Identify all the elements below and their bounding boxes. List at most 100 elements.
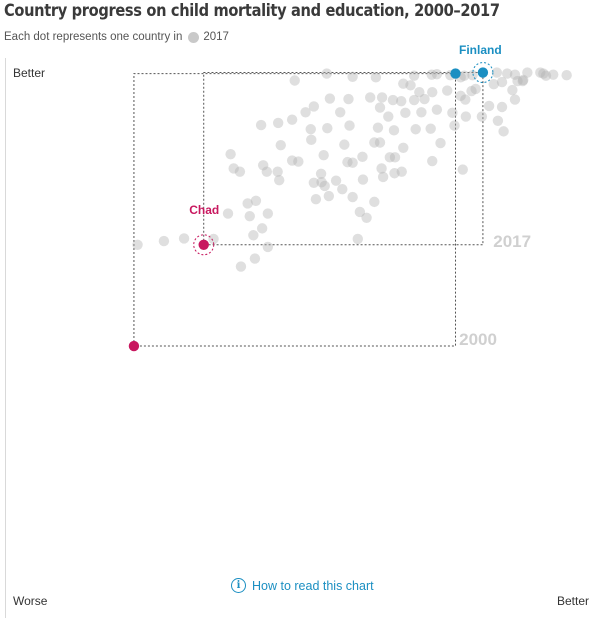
y-axis-bottom-label: Worse <box>13 594 48 608</box>
country-dot <box>398 142 409 154</box>
country-dot <box>488 79 499 90</box>
country-dot <box>498 126 509 137</box>
country-dot <box>476 111 488 122</box>
country-dots <box>132 67 572 272</box>
country-dot <box>460 94 471 105</box>
country-dot <box>509 69 521 80</box>
finland-2017-ring <box>472 62 494 84</box>
info-icon: i <box>231 578 246 593</box>
country-dot <box>398 78 409 89</box>
country-dot <box>387 94 399 106</box>
country-dot <box>256 223 268 234</box>
country-dot <box>369 196 380 208</box>
country-dot <box>535 67 546 78</box>
country-dot <box>491 67 503 78</box>
country-dot <box>343 93 354 105</box>
country-dot <box>502 68 513 79</box>
country-dot <box>459 70 470 81</box>
country-dot <box>376 92 388 103</box>
country-dot <box>376 163 387 174</box>
country-dot <box>384 152 396 163</box>
country-dot <box>377 171 389 183</box>
country-dot <box>365 92 376 103</box>
country-dot <box>293 156 304 167</box>
country-dot <box>512 75 523 87</box>
country-dot <box>255 119 267 131</box>
legend-label: 2017 <box>203 31 229 43</box>
country-dot <box>361 212 372 223</box>
country-dot <box>408 70 420 81</box>
country-dot <box>300 107 311 118</box>
country-dot <box>310 194 322 205</box>
highlight-points <box>128 62 494 352</box>
country-dot <box>208 233 219 245</box>
country-dot <box>374 102 386 113</box>
country-dot <box>426 69 437 80</box>
country-dot <box>435 137 446 149</box>
country-dot <box>289 75 300 86</box>
country-dot <box>308 177 320 188</box>
country-dot <box>305 124 316 135</box>
country-dot <box>354 206 366 218</box>
country-dot <box>286 114 298 125</box>
country-dot <box>158 235 170 247</box>
country-dot <box>344 120 355 131</box>
country-dot <box>319 180 330 192</box>
country-dot <box>321 68 332 79</box>
country-dot <box>561 70 572 81</box>
country-dot <box>242 198 253 209</box>
legend-dot-icon <box>188 31 200 43</box>
country-dot <box>132 239 143 250</box>
country-dot <box>178 233 190 244</box>
country-dot <box>389 152 401 163</box>
country-dot <box>400 107 411 119</box>
country-dot <box>383 111 394 122</box>
country-dot <box>425 123 436 134</box>
country-dot <box>370 72 382 83</box>
country-dot <box>274 174 285 186</box>
country-dot <box>522 67 533 78</box>
country-dot <box>322 123 333 134</box>
finland-label: Finland <box>459 43 502 57</box>
country-dot <box>408 94 420 106</box>
country-dot <box>416 107 427 118</box>
country-dot <box>272 117 284 129</box>
country-dot <box>396 166 407 177</box>
country-dot <box>315 168 327 179</box>
country-dot <box>248 230 259 241</box>
chart-subtitle: Each dot represents one country in 2017 <box>4 31 229 43</box>
how-to-read-link[interactable]: i How to read this chart <box>231 578 374 593</box>
country-dot <box>470 83 481 95</box>
country-dot <box>466 85 477 97</box>
country-dot <box>286 155 298 166</box>
chad-point-2017 <box>198 239 209 250</box>
country-dot <box>427 86 438 98</box>
country-dot <box>455 90 466 102</box>
country-dot <box>250 195 262 207</box>
chad-point-2000 <box>128 340 140 352</box>
country-dot <box>410 124 421 135</box>
subtitle-text: Each dot represents one country in <box>4 31 183 43</box>
country-dot <box>234 166 246 177</box>
country-dot <box>496 101 508 113</box>
country-dot <box>244 210 255 222</box>
chad-2017-ring <box>193 234 215 256</box>
country-dot <box>405 80 416 91</box>
country-dot <box>414 86 425 98</box>
country-dot <box>316 177 327 188</box>
country-dot <box>261 166 272 177</box>
x-axis-right-label: Better <box>557 594 590 608</box>
country-dot <box>492 115 504 126</box>
finland-point-2000 <box>450 68 461 79</box>
country-dot <box>447 107 458 119</box>
country-dot <box>347 71 358 82</box>
country-dot <box>449 120 460 131</box>
year-label-2017: 2017 <box>493 232 531 251</box>
chad-label: Chad <box>189 203 219 217</box>
country-dot <box>496 76 508 88</box>
country-dot <box>347 191 358 203</box>
chart-title: Country progress on child mortality and … <box>4 1 500 21</box>
country-dot <box>357 174 369 185</box>
country-dot <box>306 134 317 146</box>
